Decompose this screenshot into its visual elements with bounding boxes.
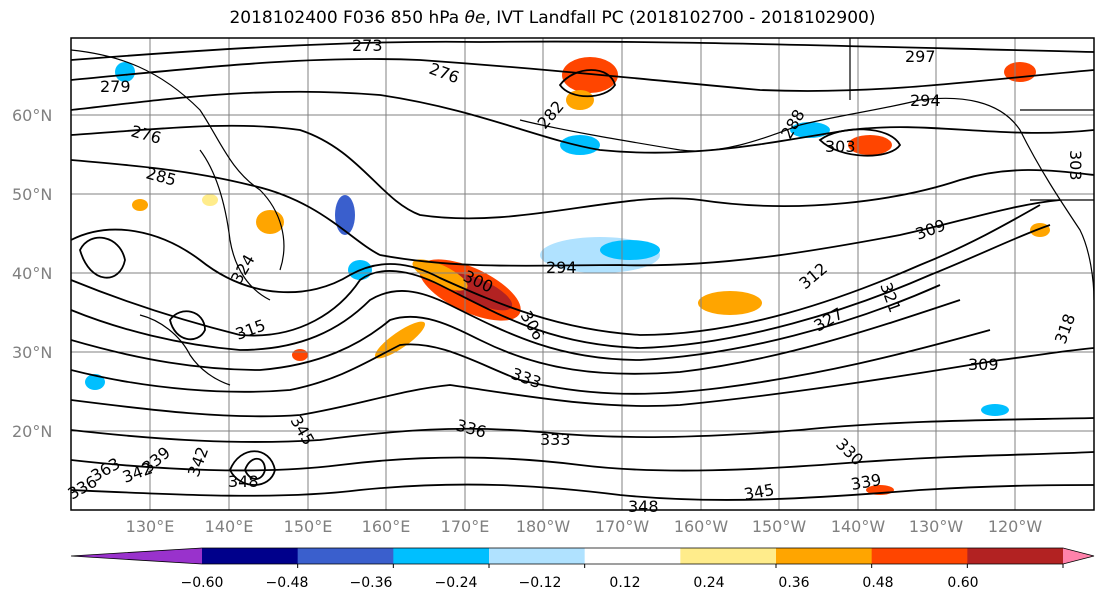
colorbar-segment (584, 548, 681, 564)
colorbar-segment (871, 548, 968, 564)
theta-e-contours (71, 40, 1094, 501)
lon-label: 130°W (908, 517, 964, 536)
lat-label-50n: 50°N (12, 185, 53, 204)
lon-label: 140°W (830, 517, 886, 536)
colorbar-tick-label: −0.48 (265, 575, 309, 591)
contour-label: 303 (825, 137, 856, 156)
contour-label: 303 (1066, 150, 1085, 181)
contour-label: 273 (352, 36, 383, 55)
colorbar-segment (967, 548, 1064, 564)
colorbar-segments (71, 548, 1094, 564)
map-title: 2018102400 F036 850 hPa θe, IVT Landfall… (0, 8, 1105, 28)
lon-label: 170°W (594, 517, 650, 536)
lat-label-20n: 20°N (12, 422, 53, 441)
contour-label: 348 (628, 497, 659, 516)
contour-label: 333 (540, 430, 571, 449)
lon-label: 130°E (125, 517, 175, 536)
colorbar-tick-label: −0.60 (180, 575, 224, 591)
colorbar-extend-max (1063, 548, 1094, 564)
colorbar-outline (70, 547, 1095, 565)
lon-label: 150°E (283, 517, 333, 536)
colorbar-extend-min (71, 548, 202, 564)
colorbar-segment (297, 548, 394, 564)
colorbar-tick-label: −0.36 (349, 575, 393, 591)
lat-label-40n: 40°N (12, 264, 53, 283)
colorbar-tick-label: 0.12 (609, 575, 641, 591)
colorbar-ticks (297, 564, 1064, 568)
anomaly-fills (85, 57, 1050, 495)
colorbar-segment (202, 548, 299, 564)
colorbar-tick-label: −0.12 (518, 575, 562, 591)
coastlines (71, 38, 1094, 386)
lat-label-30n: 30°N (12, 343, 53, 362)
lon-label: 150°W (751, 517, 807, 536)
contour-label: 294 (546, 258, 577, 277)
lon-label: 160°W (673, 517, 729, 536)
contour-label: 309 (968, 355, 999, 374)
lon-label: 170°E (440, 517, 490, 536)
lon-label: 160°E (361, 517, 411, 536)
theta-e-symbol: θe (464, 8, 486, 28)
colorbar-tick-label: 0.24 (693, 575, 725, 591)
colorbar-tick-label: −0.24 (434, 575, 478, 591)
title-text: 2018102400 F036 850 hPa (229, 8, 465, 28)
colorbar-segment (776, 548, 873, 564)
contour-label: 294 (910, 91, 941, 110)
colorbar-tick-label: 0.60 (947, 575, 979, 591)
colorbar-segment (489, 548, 586, 564)
lon-label: 180°W (515, 517, 571, 536)
lat-label-60n: 60°N (12, 106, 53, 125)
colorbar-tick-label: 0.36 (778, 575, 810, 591)
lon-label: 120°W (987, 517, 1043, 536)
colorbar-segment (393, 548, 490, 564)
contour-label: 297 (905, 47, 936, 66)
title-suffix: , IVT Landfall PC (2018102700 - 20181029… (485, 8, 876, 28)
contour-label: 348 (228, 472, 259, 491)
contour-label: 279 (100, 77, 131, 96)
colorbar-segment (680, 548, 777, 564)
colorbar-tick-label: 0.48 (862, 575, 894, 591)
map-frame (70, 37, 1095, 511)
lon-label: 140°E (204, 517, 254, 536)
